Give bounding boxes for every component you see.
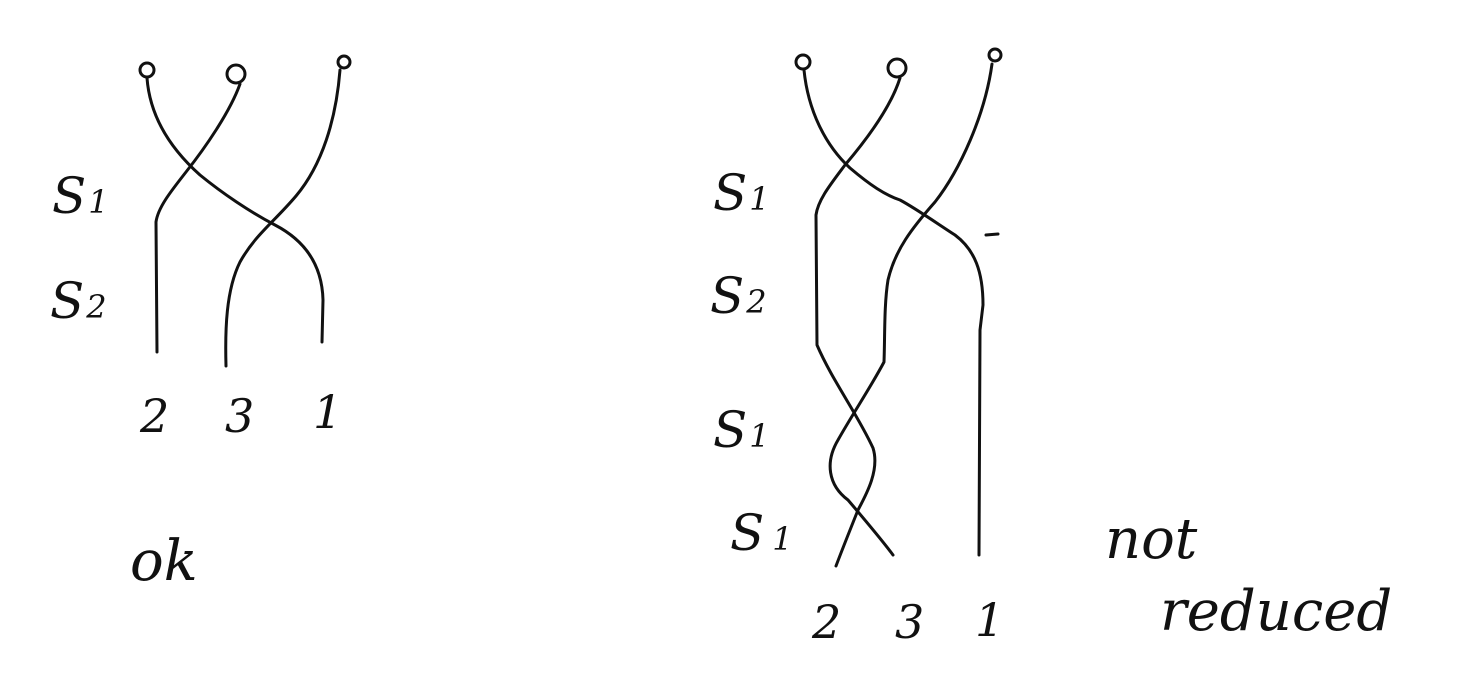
right-generator-label-1: S1 (713, 164, 770, 222)
right-generator-label-3: S1 (713, 401, 770, 459)
left-strand-3 (224, 68, 342, 368)
right-strand-1 (802, 68, 985, 557)
right-verdict-line-1: not (1105, 507, 1198, 572)
left-verdict-ok: ok (130, 529, 198, 594)
left-generator-label-2: S2 (50, 272, 107, 330)
left-top-endpoint-2 (225, 63, 247, 85)
right-top-endpoint-1 (794, 53, 812, 71)
right-top-endpoint-3 (987, 47, 1003, 63)
right-strand-2 (814, 76, 902, 568)
left-bottom-label-3: 1 (313, 385, 342, 439)
left-generator-label-1: S1 (52, 167, 109, 225)
left-bottom-label-2: 3 (225, 389, 254, 443)
right-strand-3 (828, 62, 994, 557)
right-stray-mark (984, 232, 1000, 237)
left-top-endpoint-1 (138, 61, 156, 79)
right-generator-label-2: S2 (710, 267, 767, 325)
right-verdict-line-2: reduced (1160, 579, 1392, 644)
left-braid-diagram: S1 S2 2 3 1 ok (50, 54, 352, 594)
left-bottom-label-1: 2 (139, 389, 169, 443)
right-top-endpoint-2 (886, 57, 908, 79)
right-bottom-label-1: 2 (811, 595, 841, 649)
left-top-endpoint-3 (336, 54, 352, 70)
left-strand-1 (145, 76, 325, 344)
right-bottom-label-2: 3 (895, 595, 924, 649)
right-bottom-label-3: 1 (975, 593, 1004, 647)
left-strand-2 (154, 82, 242, 354)
